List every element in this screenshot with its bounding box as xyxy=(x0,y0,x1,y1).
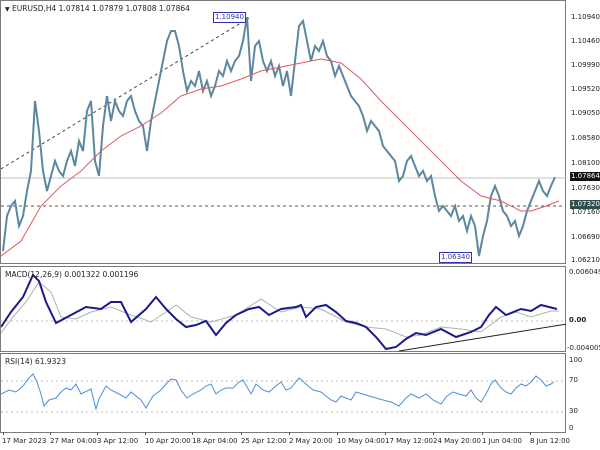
high-price-label: 1.10940 xyxy=(213,12,246,23)
price-tick: 1.09050 xyxy=(571,109,600,117)
macd-canvas xyxy=(1,273,567,352)
time-label: 24 May 20:00 xyxy=(433,437,482,445)
rsi-100: 100 xyxy=(569,356,583,364)
time-tick xyxy=(482,432,483,435)
time-tick xyxy=(289,432,290,435)
time-label: 27 Mar 04:00 xyxy=(50,437,97,445)
price-tick: 1.06690 xyxy=(571,233,600,241)
time-tick xyxy=(241,432,242,435)
time-tick xyxy=(192,432,193,435)
price-tick: 1.10460 xyxy=(571,37,600,45)
time-label: 10 May 04:00 xyxy=(337,437,386,445)
time-label: 17 Mar 2023 xyxy=(2,437,47,445)
macd-zero: 0.00 xyxy=(569,316,587,324)
time-label: 10 Apr 20:00 xyxy=(145,437,191,445)
price-tick: 1.07630 xyxy=(571,184,600,192)
rsi-canvas xyxy=(1,373,567,413)
time-tick xyxy=(385,432,386,435)
time-tick xyxy=(3,432,4,435)
rsi-axis[interactable]: 100 70 30 0 xyxy=(566,353,600,433)
time-label: 3 Apr 12:00 xyxy=(97,437,139,445)
macd-title: MACD(12,26,9) 0.001322 0.001196 xyxy=(5,270,139,279)
time-label: 1 Jun 04:00 xyxy=(482,437,523,445)
rsi-70: 70 xyxy=(569,376,578,384)
price-tick: 1.09990 xyxy=(571,61,600,69)
rsi-30: 30 xyxy=(569,407,578,415)
price-tick: 1.06210 xyxy=(571,256,600,264)
macd-axis[interactable]: 0.006049 0.00 -0.004005 xyxy=(566,266,600,352)
time-label: 8 Jun 12:00 xyxy=(530,437,571,445)
current-price-badge: 1.07864 xyxy=(570,172,600,181)
time-label: 2 May 20:00 xyxy=(289,437,333,445)
time-tick xyxy=(97,432,98,435)
time-tick xyxy=(530,432,531,435)
time-tick xyxy=(337,432,338,435)
rsi-pane[interactable]: RSI(14) 61.9323 xyxy=(0,353,567,433)
macd-pane[interactable]: MACD(12,26,9) 0.001322 0.001196 xyxy=(0,266,567,352)
time-tick xyxy=(50,432,51,435)
level-price-badge: 1.07320 xyxy=(570,200,600,209)
time-tick xyxy=(433,432,434,435)
price-tick: 1.09520 xyxy=(571,85,600,93)
price-tick: 1.10940 xyxy=(571,13,600,21)
rsi-0: 0 xyxy=(569,424,574,432)
price-axis[interactable]: 1.10940 1.10460 1.09990 1.09520 1.09050 … xyxy=(566,0,600,264)
low-price-label: 1.06340 xyxy=(439,252,472,263)
rsi-title: RSI(14) 61.9323 xyxy=(5,357,66,366)
price-chart-canvas xyxy=(1,16,567,257)
price-tick: 1.08580 xyxy=(571,134,600,142)
symbol-label: EURUSD,H4 xyxy=(12,4,57,13)
time-label: 18 Apr 04:00 xyxy=(192,437,238,445)
macd-min: -0.004005 xyxy=(567,344,600,352)
macd-max: 0.006049 xyxy=(569,268,600,276)
price-tick: 1.08100 xyxy=(571,159,600,167)
symbol-title: ▼ EURUSD,H4 1.07814 1.07879 1.07808 1.07… xyxy=(5,4,190,13)
ohlc-values: 1.07814 1.07879 1.07808 1.07864 xyxy=(58,4,190,13)
time-label: 25 Apr 12:00 xyxy=(241,437,287,445)
triangle-down-icon[interactable]: ▼ xyxy=(5,6,10,13)
time-label: 17 May 12:00 xyxy=(385,437,434,445)
price-tick: 1.07160 xyxy=(571,208,600,216)
time-tick xyxy=(145,432,146,435)
price-chart-pane[interactable]: ▼ EURUSD,H4 1.07814 1.07879 1.07808 1.07… xyxy=(0,0,567,264)
